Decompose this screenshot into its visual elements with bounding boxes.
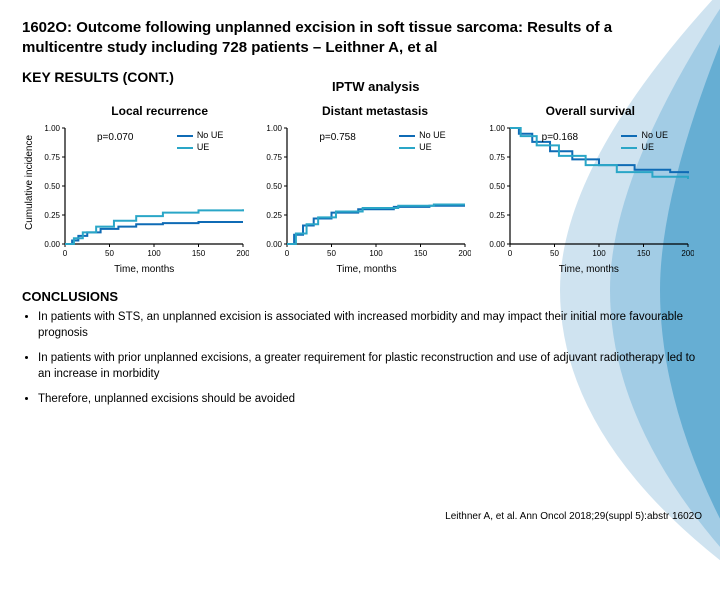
svg-text:50: 50 [327, 249, 336, 258]
svg-text:150: 150 [414, 249, 428, 258]
svg-text:200: 200 [681, 249, 694, 258]
svg-text:0.50: 0.50 [267, 182, 283, 191]
p-value-label: p=0.070 [97, 132, 133, 143]
legend-text: No UE [419, 130, 446, 142]
svg-text:200: 200 [236, 249, 249, 258]
svg-text:100: 100 [592, 249, 606, 258]
svg-text:50: 50 [550, 249, 559, 258]
legend-text: UE [197, 142, 210, 154]
chart-panel: 0.00 0.25 0.50 0.75 1.00 0 50 100 150 200 p=0.168… [480, 122, 698, 275]
p-value-label: p=0.168 [542, 132, 578, 143]
legend-text: UE [641, 142, 654, 154]
conclusion-bullet: Therefore, unplanned excisions should be… [38, 392, 698, 408]
chart-header: Local recurrence [52, 104, 267, 118]
svg-text:150: 150 [192, 249, 206, 258]
chart-panel: 0.00 0.25 0.50 0.75 1.00 0 50 100 150 200 p=0.758… [257, 122, 475, 275]
svg-text:0.50: 0.50 [489, 182, 505, 191]
charts-container: 0.00 0.25 0.50 0.75 1.00 0 50 100 150 200 p=0.070… [35, 122, 698, 275]
chart-header: Distant metastasis [267, 104, 482, 118]
svg-text:0.25: 0.25 [44, 211, 60, 220]
chart-legend: No UE UE [621, 130, 668, 153]
svg-text:0.75: 0.75 [44, 153, 60, 162]
svg-text:1.00: 1.00 [44, 124, 60, 133]
p-value-label: p=0.758 [319, 132, 355, 143]
svg-text:0.75: 0.75 [267, 153, 283, 162]
chart-panel: 0.00 0.25 0.50 0.75 1.00 0 50 100 150 200 p=0.070… [35, 122, 253, 275]
iptw-label: IPTW analysis [332, 79, 698, 94]
svg-text:200: 200 [459, 249, 472, 258]
chart-header: Overall survival [483, 104, 698, 118]
svg-text:0: 0 [63, 249, 68, 258]
svg-text:50: 50 [105, 249, 114, 258]
svg-text:0.25: 0.25 [489, 211, 505, 220]
legend-text: UE [419, 142, 432, 154]
conclusions-list: In patients with STS, an unplanned excis… [38, 310, 698, 408]
x-axis-label: Time, months [257, 264, 475, 275]
legend-text: No UE [641, 130, 668, 142]
svg-text:0: 0 [285, 249, 290, 258]
svg-text:0.00: 0.00 [44, 240, 60, 249]
svg-text:150: 150 [636, 249, 650, 258]
svg-text:100: 100 [370, 249, 384, 258]
x-axis-label: Time, months [35, 264, 253, 275]
chart-headers-row: Local recurrence Distant metastasis Over… [52, 104, 698, 118]
svg-text:1.00: 1.00 [267, 124, 283, 133]
conclusions-heading: CONCLUSIONS [22, 289, 698, 304]
svg-text:1.00: 1.00 [489, 124, 505, 133]
svg-text:0.25: 0.25 [267, 211, 283, 220]
conclusion-bullet: In patients with prior unplanned excisio… [38, 351, 698, 382]
svg-text:0.00: 0.00 [267, 240, 283, 249]
svg-text:0.75: 0.75 [489, 153, 505, 162]
citation-text: Leithner A, et al. Ann Oncol 2018;29(sup… [445, 511, 702, 522]
slide-title: 1602O: Outcome following unplanned excis… [22, 18, 622, 57]
y-axis-label: Cumulative incidence [22, 122, 35, 242]
svg-text:100: 100 [147, 249, 161, 258]
svg-text:0: 0 [507, 249, 512, 258]
conclusion-bullet: In patients with STS, an unplanned excis… [38, 310, 698, 341]
svg-text:0.50: 0.50 [44, 182, 60, 191]
svg-text:0.00: 0.00 [489, 240, 505, 249]
x-axis-label: Time, months [480, 264, 698, 275]
legend-text: No UE [197, 130, 224, 142]
chart-legend: No UE UE [177, 130, 224, 153]
chart-legend: No UE UE [399, 130, 446, 153]
